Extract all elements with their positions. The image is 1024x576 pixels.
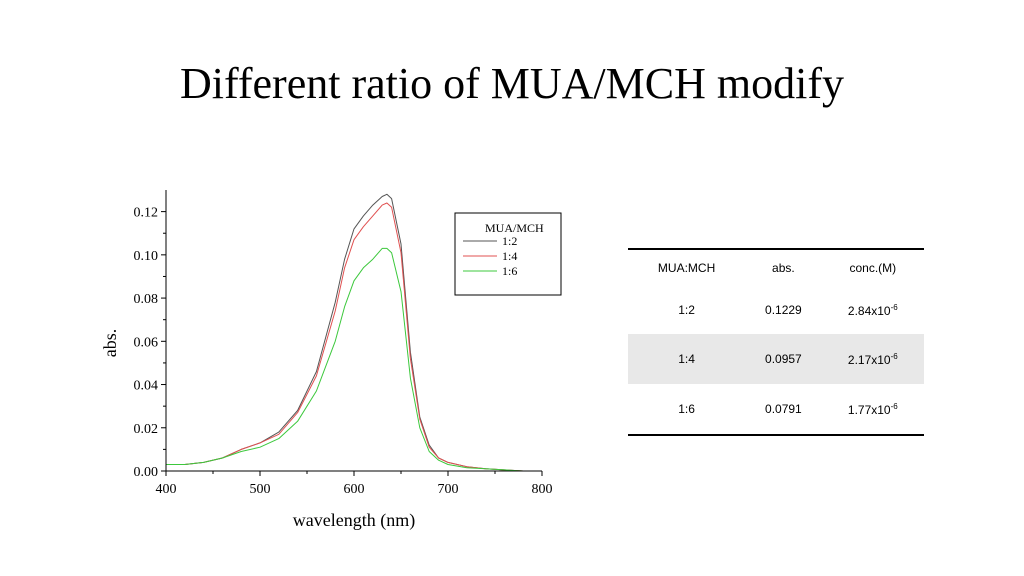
x-tick-label: 400	[156, 482, 177, 497]
legend-title: MUA/MCH	[485, 221, 544, 235]
conc-base: 2.17x10	[847, 352, 891, 367]
y-tick-label: 0.06	[134, 335, 159, 350]
y-tick-label: 0.10	[134, 249, 159, 264]
table-header-row: MUA:MCH abs. conc.(M)	[628, 248, 924, 286]
x-tick-label: 800	[532, 482, 553, 497]
y-tick-label: 0.00	[134, 465, 159, 480]
x-tick-label: 700	[438, 482, 459, 497]
header-abs: abs.	[745, 248, 822, 286]
table-row: 1:2 0.1229 2.84x10-6	[628, 286, 924, 334]
slide-title: Different ratio of MUA/MCH modify	[180, 59, 844, 108]
cell-ratio: 1:2	[678, 303, 695, 317]
y-axis-title: abs.	[100, 329, 120, 358]
cell-ratio: 1:6	[628, 384, 746, 436]
cell-conc: 2.17x10-6	[821, 334, 924, 384]
y-tick-label: 0.08	[134, 292, 159, 307]
y-tick-label: 0.04	[134, 379, 159, 394]
x-axis-title: wavelength (nm)	[293, 510, 415, 531]
x-tick-label: 500	[250, 482, 271, 497]
conc-base: 2.84x10	[847, 303, 891, 318]
x-tick-label: 600	[344, 482, 365, 497]
legend-label: 1:4	[502, 249, 517, 263]
conc-exponent: -6	[890, 302, 898, 312]
header-conc: conc.(M)	[821, 248, 924, 286]
cell-abs: 0.0791	[745, 384, 822, 436]
conc-base: 1.77x10	[847, 402, 891, 417]
conc-exponent: -6	[890, 401, 898, 411]
table-row: 1:6 0.0791 1.77x10-6	[628, 384, 924, 436]
cell-abs: 0.1229	[765, 303, 802, 317]
cell-ratio: 1:4	[628, 334, 746, 384]
cell-conc: 1.77x10-6	[821, 384, 924, 436]
results-table: MUA:MCH abs. conc.(M) 1:2 0.1229 2.84x10…	[628, 248, 924, 436]
legend-label: 1:6	[502, 264, 517, 278]
y-tick-label: 0.02	[134, 422, 159, 437]
legend-label: 1:2	[502, 234, 517, 248]
header-ratio: MUA:MCH	[628, 248, 746, 286]
series-line-1-6	[166, 247, 524, 472]
table-row: 1:4 0.0957 2.17x10-6	[628, 334, 924, 384]
conc-exponent: -6	[890, 351, 898, 361]
cell-abs: 0.0957	[745, 334, 822, 384]
legend: MUA/MCH 1:21:41:6	[454, 212, 562, 296]
cell-conc: 2.84x10-6	[822, 286, 924, 334]
y-tick-label: 0.12	[134, 206, 159, 221]
series-line-1-4	[166, 202, 524, 472]
